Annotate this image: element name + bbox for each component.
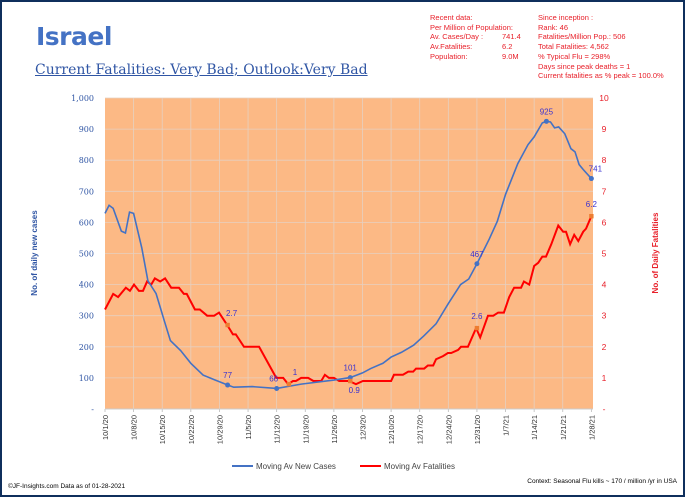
fatalities-data-point [348, 378, 353, 384]
fatalities-data-label: 2.7 [226, 309, 238, 318]
y2-tick-label: 5 [602, 249, 607, 259]
x-tick-label: 12/10/20 [387, 415, 396, 444]
fatalities-data-point [589, 213, 594, 219]
stat-value: 741.4 [502, 32, 521, 42]
y2-tick-label: 6 [602, 217, 607, 227]
cases-data-label: 66 [269, 374, 278, 383]
inception-line: % Typical Flu = 298% [538, 51, 611, 61]
x-tick-label: 10/22/20 [187, 415, 196, 444]
stat-row: Population: 9.0M [430, 52, 521, 62]
x-tick-label: 10/29/20 [215, 415, 224, 444]
stat-label: Av.Fatalities: [430, 42, 473, 52]
y2-axis-title: No. of Daily Fatalities [651, 212, 660, 293]
fatalities-data-label: 6.2 [586, 200, 598, 209]
y-axis-title: No. of daily new cases [30, 210, 39, 296]
legend-label-cases: Moving Av New Cases [256, 462, 336, 471]
stat-label: Population: [430, 51, 468, 61]
x-tick-label: 1/21/21 [559, 415, 568, 440]
stat-value: 6.2 [502, 42, 513, 52]
recent-data-panel: Recent data: Per Million of Population: … [430, 13, 521, 62]
stat-value: 9.0M [502, 51, 519, 61]
x-tick-label: 11/12/20 [273, 415, 282, 444]
cases-data-point [588, 176, 594, 182]
fatalities-data-point [474, 325, 480, 331]
y-tick-label: 1,000 [71, 94, 94, 103]
inception-line: Fatalities/Million Pop.: 506 [538, 32, 626, 42]
cases-data-label: 741 [589, 165, 603, 174]
inception-line: Total Fatalities: 4,562 [538, 42, 609, 52]
footer-source: ©JF-Insights.com Data as of 01-28-2021 [8, 483, 126, 490]
cases-data-point [225, 382, 231, 388]
x-tick-label: 11/19/20 [301, 415, 310, 444]
x-tick-label: 12/24/20 [444, 415, 453, 444]
fatalities-data-point [286, 381, 292, 387]
y2-tick-label: 8 [602, 155, 607, 165]
x-tick-label: 10/8/20 [130, 415, 139, 440]
y2-tick-label: - [603, 404, 606, 414]
inception-line: Rank: 46 [538, 22, 569, 32]
y-tick-label: 300 [79, 312, 94, 321]
fatalities-line [104, 215, 593, 386]
x-tick-label: 12/3/20 [358, 415, 367, 440]
x-tick-label: 12/31/20 [473, 415, 482, 444]
x-tick-label: 1/14/21 [530, 415, 539, 440]
cases-data-point [274, 385, 280, 391]
y2-tick-label: 1 [602, 373, 607, 383]
fatalities-data-label: 0.9 [349, 386, 361, 395]
fatalities-data-label: 1 [293, 368, 298, 377]
y-tick-label: 700 [79, 187, 94, 196]
cases-data-label: 77 [223, 371, 232, 380]
x-tick-label: 11/5/20 [244, 415, 253, 439]
stat-row: Av.Fatalities: 6.2 [430, 42, 521, 52]
x-tick-label: 11/26/20 [330, 415, 339, 444]
y-tick-label: 500 [79, 250, 94, 259]
x-tick-label: 1/28/21 [587, 415, 596, 440]
inception-line: Days since peak deaths = 1 [538, 61, 631, 71]
y2-tick-label: 10 [599, 93, 609, 103]
x-tick-label: 12/17/20 [416, 415, 425, 444]
inception-line: Current fatalities as % peak = 100.0% [538, 71, 664, 81]
recent-data-heading: Recent data: [430, 13, 473, 22]
y-tick-label: 900 [79, 125, 94, 134]
status-subtitle: Current Fatalities: Very Bad; Outlook:Ve… [35, 62, 368, 78]
legend-label-fatalities: Moving Av Fatalities [384, 462, 455, 471]
x-tick-label: 10/1/20 [101, 415, 110, 440]
fatalities-data-point [225, 322, 230, 328]
y-tick-label: - [91, 405, 94, 414]
cases-data-label: 101 [344, 364, 358, 373]
y2-tick-label: 3 [602, 311, 607, 321]
y-tick-label: 100 [79, 374, 94, 383]
cases-data-point [543, 118, 549, 124]
y-tick-label: 200 [79, 343, 94, 352]
y2-tick-label: 4 [602, 280, 607, 290]
page-title: Israel [36, 22, 112, 51]
since-inception-panel: Since inception : Rank: 46 Fatalities/Mi… [538, 13, 664, 81]
fatalities-data-label: 2.6 [471, 312, 483, 321]
y2-tick-label: 2 [602, 342, 607, 352]
stat-label: Av. Cases/Day : [430, 32, 484, 42]
recent-data-subheading: Per Million of Population: [430, 22, 513, 32]
since-inception-heading: Since inception : [538, 13, 594, 22]
y2-tick-label: 9 [602, 124, 607, 134]
y-tick-label: 400 [79, 281, 94, 290]
x-tick-label: 10/15/20 [158, 415, 167, 444]
cases-data-label: 467 [470, 250, 484, 259]
y2-tick-label: 7 [602, 186, 607, 196]
cases-data-point [474, 261, 480, 267]
stat-row: Av. Cases/Day : 741.4 [430, 32, 521, 42]
y-tick-label: 600 [79, 218, 94, 227]
x-tick-label: 1/7/21 [502, 415, 511, 436]
y-tick-label: 800 [79, 156, 94, 165]
cases-data-label: 925 [540, 107, 554, 116]
footer-context: Context: Seasonal Flu kills ~ 170 / mill… [527, 478, 677, 485]
